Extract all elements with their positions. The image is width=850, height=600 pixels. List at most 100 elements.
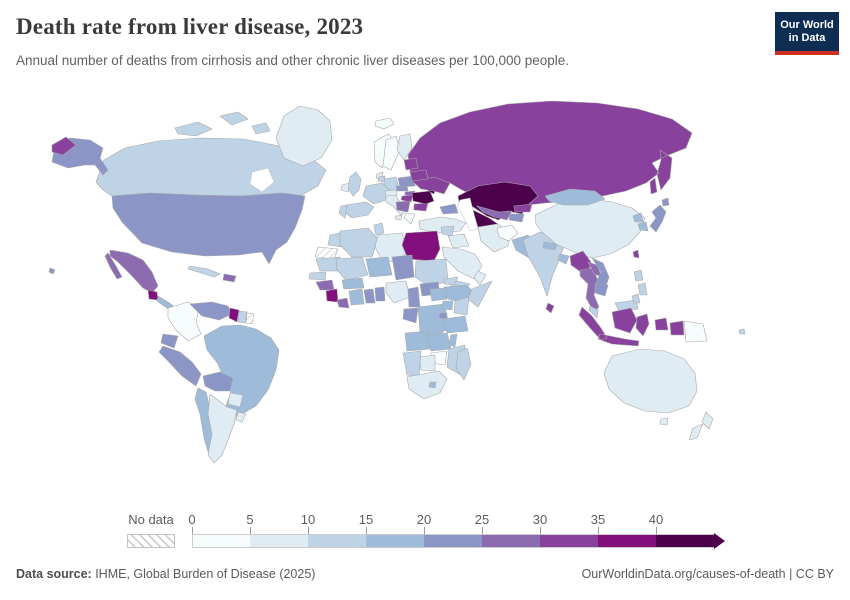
country-ghana[interactable] <box>363 288 376 304</box>
legend-segment-25-30[interactable] <box>482 534 540 548</box>
country-malaysia[interactable] <box>588 299 639 319</box>
country-south-sudan[interactable] <box>429 287 448 302</box>
legend-segment-35-40[interactable] <box>598 534 656 548</box>
country-ukraine[interactable] <box>411 176 451 195</box>
owid-logo[interactable]: Our World in Data <box>775 12 839 55</box>
country-nigeria[interactable] <box>385 280 411 304</box>
country-russia[interactable] <box>51 100 693 207</box>
country-ecuador[interactable] <box>160 333 179 349</box>
country-poland[interactable] <box>397 175 416 188</box>
country-french-guiana[interactable] <box>245 312 255 325</box>
country-mexico[interactable] <box>104 249 159 294</box>
country-burkina-faso[interactable] <box>341 277 365 290</box>
country-hawaii[interactable] <box>48 267 56 275</box>
country-baltics[interactable] <box>403 157 419 171</box>
country-kenya[interactable] <box>453 296 470 316</box>
country-sierra-leone[interactable] <box>325 288 339 303</box>
no-data-swatch[interactable] <box>127 534 175 548</box>
country-south-africa[interactable] <box>406 370 448 400</box>
country-japan[interactable] <box>649 197 670 233</box>
legend-segment-20-25[interactable] <box>424 534 482 548</box>
country-togo-benin[interactable] <box>374 286 386 302</box>
country-guatemala[interactable] <box>147 289 159 301</box>
country-cameroon[interactable] <box>407 286 421 308</box>
country-malawi[interactable] <box>448 333 458 348</box>
legend-color-bar[interactable] <box>192 534 714 548</box>
country-angola[interactable] <box>404 330 432 352</box>
country-balkans[interactable] <box>395 200 411 213</box>
country-portugal[interactable] <box>338 204 348 219</box>
country-south-korea[interactable] <box>637 221 649 232</box>
country-belarus[interactable] <box>409 169 429 182</box>
country-drc[interactable] <box>417 303 451 338</box>
country-botswana[interactable] <box>418 354 436 372</box>
country-gabon-congo[interactable] <box>402 307 419 324</box>
country-somalia[interactable] <box>467 280 493 308</box>
country-tanzania[interactable] <box>442 315 469 334</box>
country-cambodia[interactable] <box>594 283 609 297</box>
country-kyrgyzstan[interactable] <box>513 203 533 213</box>
legend-segment-30-35[interactable] <box>540 534 598 548</box>
country-north-korea[interactable] <box>632 212 644 223</box>
country-iraq[interactable] <box>447 233 470 249</box>
country-caucasus[interactable] <box>439 203 459 215</box>
country-nepal[interactable] <box>542 241 558 251</box>
country-finland[interactable] <box>396 133 413 161</box>
country-paraguay[interactable] <box>227 392 244 408</box>
country-spain[interactable] <box>342 201 375 219</box>
country-afghanistan[interactable] <box>496 224 519 242</box>
country-iceland[interactable] <box>374 117 395 130</box>
country-uganda[interactable] <box>441 300 454 311</box>
country-oman[interactable] <box>473 270 487 286</box>
country-hungary[interactable] <box>400 194 414 203</box>
footer-link[interactable]: OurWorldinData.org/causes-of-death | CC … <box>581 567 834 581</box>
country-taiwan[interactable] <box>632 249 640 259</box>
country-indonesia[interactable] <box>578 306 685 347</box>
country-eritrea[interactable] <box>443 276 459 286</box>
country-madagascar[interactable] <box>455 347 472 381</box>
country-lesotho[interactable] <box>428 381 437 389</box>
country-rwanda-burundi[interactable] <box>438 312 448 320</box>
country-mali[interactable] <box>335 256 369 281</box>
country-fiji[interactable] <box>738 328 746 335</box>
country-greenland[interactable] <box>275 105 333 167</box>
country-bangladesh[interactable] <box>557 253 570 265</box>
country-romania[interactable] <box>411 190 435 205</box>
country-guinea[interactable] <box>315 279 335 291</box>
country-alpine[interactable] <box>384 189 398 197</box>
country-uk[interactable] <box>347 171 362 197</box>
legend-segment-15-20[interactable] <box>366 534 424 548</box>
legend-segment-10-15[interactable] <box>308 534 366 548</box>
legend-segment-5-10[interactable] <box>250 534 308 548</box>
country-australia[interactable] <box>603 348 698 426</box>
country-sri-lanka[interactable] <box>545 302 555 314</box>
country-tajikistan[interactable] <box>508 213 525 223</box>
country-sudan[interactable] <box>414 258 449 288</box>
country-chad[interactable] <box>391 254 415 281</box>
country-algeria[interactable] <box>339 227 379 258</box>
country-suriname[interactable] <box>237 310 248 324</box>
country-benelux[interactable] <box>377 175 386 183</box>
country-uzbekistan[interactable] <box>476 205 513 221</box>
legend-segment-0-5[interactable] <box>192 534 250 548</box>
country-new-zealand[interactable] <box>688 411 714 441</box>
legend-segment-40+[interactable] <box>656 534 714 548</box>
country-ireland[interactable] <box>340 182 350 193</box>
country-argentina[interactable] <box>207 393 238 464</box>
country-senegal[interactable] <box>308 271 327 281</box>
country-namibia[interactable] <box>402 350 422 378</box>
country-hispaniola[interactable] <box>222 273 237 283</box>
country-guyana[interactable] <box>228 307 240 323</box>
country-greece[interactable] <box>403 212 416 225</box>
country-sweden[interactable] <box>382 135 401 171</box>
country-syria[interactable] <box>440 225 455 237</box>
country-tunisia[interactable] <box>373 222 385 236</box>
country-mongolia[interactable] <box>544 188 606 206</box>
country-niger[interactable] <box>365 256 393 278</box>
country-philippines[interactable] <box>631 269 648 304</box>
country-liberia[interactable] <box>336 297 350 309</box>
country-bolivia[interactable] <box>202 371 234 392</box>
country-uruguay[interactable] <box>235 411 247 423</box>
country-turkey[interactable] <box>418 216 467 234</box>
country-venezuela[interactable] <box>189 301 233 321</box>
